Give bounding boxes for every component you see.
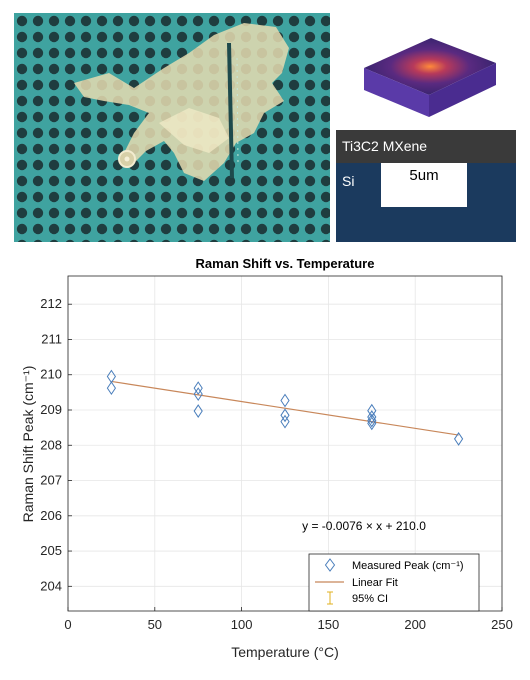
block-left-face [364,68,429,117]
raman-shift-chart: Raman Shift vs. Temperature 0 50 100 150 200… [20,256,513,660]
x-tick-label: 250 [491,617,513,632]
x-tick-label: 200 [404,617,426,632]
y-tick-label: 209 [40,402,62,417]
y-tick-label: 210 [40,367,62,382]
legend-measured: Measured Peak (cm⁻¹) [352,560,464,572]
substrate-label: Si [342,173,355,189]
heated-block-illustration [336,38,516,242]
data-point [193,404,203,418]
block-right-face [429,63,496,117]
mxene-flake [74,23,289,181]
block-top-face [364,38,496,95]
y-axis: 204 205 206 207 208 209 210 211 212 [40,296,72,593]
film-label: Ti3C2 MXene [342,138,428,154]
data-point [367,413,377,428]
x-tick-label: 0 [64,617,71,632]
y-tick-label: 211 [41,331,62,346]
y-tick-label: 212 [40,296,62,311]
y-tick-label: 204 [40,578,62,593]
y-tick-label: 207 [40,473,62,488]
data-point [367,416,377,431]
raman-line-scan [227,42,234,179]
legend: Measured Peak (cm⁻¹) Linear Fit 95% CI [308,553,480,612]
legend-diamond-icon [324,558,336,572]
y-tick-label: 206 [40,508,62,523]
data-point [106,369,117,384]
scale-label: 5um [381,163,467,207]
plot-area [67,275,503,612]
data-point [280,414,290,429]
x-axis-title: Temperature (°C) [231,644,339,660]
x-axis: 0 50 100 150 200 250 [64,607,513,632]
chart-title: Raman Shift vs. Temperature [196,256,375,271]
x-tick-label: 50 [148,617,162,632]
optical-micrograph [14,13,330,242]
data-point [106,381,117,396]
linear-fit-layer [111,380,459,436]
data-point [453,432,464,446]
micrograph-image [14,13,330,242]
device-schematic: Ti3C2 MXene Si 5um [336,13,516,242]
y-tick-label: 205 [40,543,62,558]
grid [67,276,503,611]
y-tick-label: 208 [40,437,62,452]
film-layer [336,130,516,163]
x-tick-label: 100 [231,617,253,632]
measured-points [106,369,464,446]
data-point [367,410,377,424]
legend-ci: 95% CI [352,593,388,605]
data-point [280,393,290,408]
x-tick-label: 150 [318,617,340,632]
legend-linear-fit: Linear Fit [352,577,398,589]
legend-errorbar-icon [327,591,333,605]
data-point [280,408,290,423]
data-point [193,381,203,396]
data-point [193,387,203,402]
fit-equation: y = -0.0076 × x + 210.0 [302,519,426,533]
y-axis-title: Raman Shift Peak (cm⁻¹) [20,366,36,523]
linear-fit-line [111,380,459,436]
